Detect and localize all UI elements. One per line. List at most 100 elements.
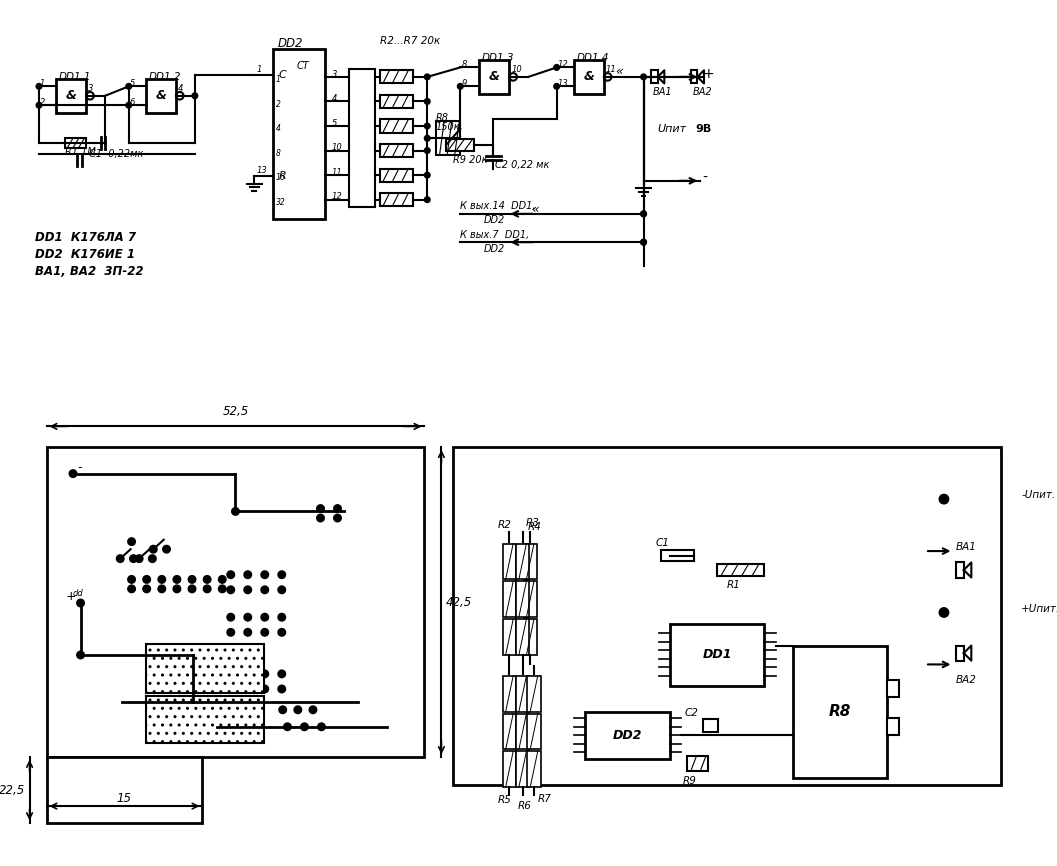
Circle shape <box>173 576 181 583</box>
Circle shape <box>36 102 42 108</box>
Text: 1: 1 <box>40 79 45 88</box>
Circle shape <box>641 211 647 216</box>
Bar <box>381 144 413 157</box>
Text: 12: 12 <box>558 60 569 69</box>
Bar <box>381 193 413 206</box>
Text: «: « <box>615 65 623 78</box>
Circle shape <box>334 505 341 513</box>
Circle shape <box>188 576 196 583</box>
Bar <box>503 581 516 617</box>
Text: 4: 4 <box>178 84 183 93</box>
Bar <box>479 60 509 94</box>
Text: 2: 2 <box>40 98 45 107</box>
Bar <box>146 695 264 743</box>
Circle shape <box>244 629 252 637</box>
Bar <box>516 619 530 655</box>
Circle shape <box>69 470 77 477</box>
Circle shape <box>279 706 286 714</box>
Circle shape <box>116 555 124 562</box>
Circle shape <box>317 505 324 513</box>
Text: 11: 11 <box>332 168 342 177</box>
Circle shape <box>188 585 196 592</box>
Text: 22,5: 22,5 <box>0 784 24 797</box>
Bar <box>687 756 708 771</box>
Circle shape <box>192 93 198 99</box>
Text: &: & <box>488 70 500 83</box>
Bar <box>691 70 698 83</box>
Text: CT: CT <box>297 61 310 70</box>
Text: R8: R8 <box>829 704 851 719</box>
Polygon shape <box>964 645 971 661</box>
Circle shape <box>261 571 268 578</box>
Circle shape <box>425 74 430 80</box>
Text: 16: 16 <box>276 173 285 183</box>
Text: 9В: 9В <box>696 124 711 134</box>
Bar <box>887 681 898 697</box>
Circle shape <box>227 670 235 678</box>
Bar <box>516 581 530 617</box>
Circle shape <box>318 723 326 731</box>
Text: dd: dd <box>73 589 84 598</box>
Text: 4: 4 <box>332 94 337 103</box>
Text: DD1: DD1 <box>703 649 733 662</box>
Circle shape <box>261 670 268 678</box>
Circle shape <box>283 723 292 731</box>
Circle shape <box>300 723 309 731</box>
Text: +: + <box>702 67 713 81</box>
Circle shape <box>425 148 430 153</box>
Bar <box>503 714 516 749</box>
Circle shape <box>278 670 285 678</box>
Circle shape <box>244 670 252 678</box>
Bar <box>527 752 540 787</box>
Text: DD2: DD2 <box>613 729 643 742</box>
Text: К вых.7  DD1,: К вых.7 DD1, <box>460 229 530 240</box>
Circle shape <box>128 585 135 592</box>
Circle shape <box>77 651 85 659</box>
Polygon shape <box>698 70 704 83</box>
Circle shape <box>641 239 647 245</box>
Bar <box>887 718 898 735</box>
Text: BA2: BA2 <box>692 87 712 97</box>
Text: 42,5: 42,5 <box>446 596 472 609</box>
Text: 8: 8 <box>276 149 281 158</box>
Bar <box>574 60 604 94</box>
Bar <box>47 757 203 823</box>
Bar <box>503 619 516 655</box>
Circle shape <box>231 507 239 515</box>
Text: R3: R3 <box>525 518 539 527</box>
Text: +: + <box>66 590 76 603</box>
Text: «: « <box>531 203 539 216</box>
Text: DD1.3: DD1.3 <box>482 53 515 63</box>
Text: R1 1M: R1 1M <box>66 147 96 158</box>
Text: 10: 10 <box>512 65 522 74</box>
Text: C2 0,22 мк: C2 0,22 мк <box>496 159 550 170</box>
Text: 3: 3 <box>332 69 337 79</box>
Circle shape <box>157 576 166 583</box>
Text: BA2: BA2 <box>957 675 977 684</box>
Bar <box>516 714 530 749</box>
Circle shape <box>261 685 268 693</box>
Text: 13: 13 <box>558 79 569 88</box>
Polygon shape <box>657 70 665 83</box>
Text: DD1  К176ЛА 7: DD1 К176ЛА 7 <box>35 231 136 244</box>
Text: R9 20к: R9 20к <box>452 155 487 165</box>
Circle shape <box>244 613 252 621</box>
Text: DD1.4: DD1.4 <box>576 53 609 63</box>
Bar <box>274 48 326 218</box>
Text: К вых.14  DD1,: К вых.14 DD1, <box>460 201 536 211</box>
Text: 1: 1 <box>256 65 262 74</box>
Bar <box>527 714 540 749</box>
Bar <box>793 645 887 778</box>
Bar <box>47 447 425 757</box>
Text: R6: R6 <box>518 801 532 811</box>
Circle shape <box>261 613 268 621</box>
Circle shape <box>128 538 135 546</box>
Circle shape <box>244 685 252 693</box>
Bar <box>516 675 530 712</box>
Circle shape <box>425 172 430 178</box>
Circle shape <box>157 585 166 592</box>
Bar <box>670 624 764 686</box>
Circle shape <box>334 514 341 522</box>
Text: -: - <box>702 171 707 185</box>
Bar <box>146 643 264 693</box>
